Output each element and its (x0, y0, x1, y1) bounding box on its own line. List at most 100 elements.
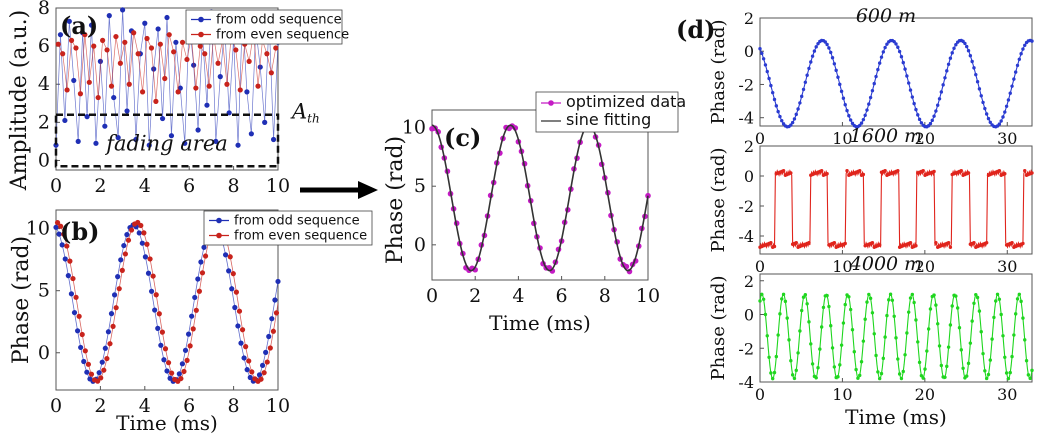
data-point (979, 94, 983, 98)
data-point (99, 359, 105, 365)
data-point (877, 243, 882, 247)
data-point (275, 278, 281, 285)
data-point (885, 313, 889, 318)
data-point (912, 300, 916, 305)
data-point (838, 82, 842, 87)
data-point (232, 304, 238, 311)
data-point (81, 358, 87, 365)
data-point (854, 367, 858, 372)
data-point (801, 87, 806, 92)
data-point (897, 372, 902, 376)
data-point (986, 116, 991, 121)
y-tick-label: -2 (738, 197, 754, 216)
data-point (262, 119, 268, 125)
data-point (863, 113, 867, 117)
data-point (189, 313, 195, 319)
data-point (803, 80, 808, 85)
data-point (984, 376, 989, 381)
data-point (923, 367, 927, 371)
y-tick-label: 5 (38, 280, 50, 302)
data-point (827, 304, 831, 309)
x-axis-label: Time (ms) (845, 405, 947, 429)
data-point (1010, 84, 1014, 88)
data-point (955, 306, 960, 310)
data-point (100, 37, 106, 44)
data-point (916, 113, 920, 117)
data-point (73, 45, 79, 51)
data-point (997, 122, 1002, 126)
data-point (1008, 91, 1012, 95)
data-point (936, 322, 940, 326)
data-point (66, 18, 72, 24)
data-point (992, 315, 996, 320)
data-point (959, 169, 963, 173)
data-point (783, 299, 788, 304)
data-point (790, 373, 795, 377)
data-point (943, 76, 947, 80)
data-point (244, 367, 250, 373)
data-point (970, 59, 974, 64)
data-point (195, 276, 201, 282)
subplot-title: 600 m (856, 5, 916, 27)
subplot-title: 1600 m (850, 125, 922, 147)
data-point (912, 101, 916, 106)
data-point (843, 302, 847, 307)
data-point (1010, 241, 1014, 245)
data-point (988, 358, 992, 362)
data-point (798, 329, 802, 333)
x-tick-label: 20 (915, 257, 935, 276)
data-point (193, 85, 199, 91)
data-point (903, 67, 907, 71)
data-point (273, 310, 280, 316)
data-point (256, 372, 263, 378)
data-point (1030, 368, 1034, 373)
data-point (968, 54, 973, 58)
y-axis-label: Phase (rad) (383, 136, 408, 264)
data-point (184, 357, 190, 363)
data-point (848, 307, 853, 312)
data-point (120, 7, 126, 13)
data-point (146, 142, 152, 148)
data-point (872, 332, 876, 336)
y-tick-label: 4 (38, 73, 50, 95)
data-point (151, 66, 157, 72)
data-point (965, 374, 969, 378)
data-point (131, 30, 137, 36)
data-point (224, 81, 230, 87)
arrow-head (358, 181, 378, 199)
data-point (119, 267, 125, 273)
data-point (932, 114, 936, 118)
x-tick-label: 8 (228, 175, 240, 197)
data-point (792, 117, 797, 121)
data-point (843, 103, 847, 107)
data-point (888, 292, 893, 296)
data-point (772, 97, 777, 102)
plot-frame (55, 209, 279, 391)
data-point (139, 240, 145, 246)
y-tick-label: 10 (402, 117, 426, 139)
x-tick-label: 2 (469, 285, 481, 307)
data-point (975, 80, 980, 84)
data-point (230, 271, 236, 277)
data-point (858, 123, 862, 128)
data-point (175, 89, 181, 95)
x-tick-label: 0 (50, 395, 62, 417)
data-point (939, 363, 944, 368)
data-point (874, 353, 878, 358)
data-point (774, 104, 779, 108)
data-point (110, 323, 116, 329)
data-point (222, 252, 229, 258)
data-point (825, 172, 829, 176)
data-point (776, 109, 780, 114)
data-point (158, 342, 164, 348)
data-point (930, 118, 934, 123)
data-point (239, 327, 246, 333)
data-point (53, 224, 59, 230)
data-point (928, 121, 933, 126)
data-point (861, 117, 866, 122)
data-point (776, 333, 780, 337)
data-point (272, 297, 278, 303)
x-axis-label: Time (ms) (116, 411, 218, 434)
data-point (767, 76, 771, 81)
data-point (85, 361, 91, 367)
